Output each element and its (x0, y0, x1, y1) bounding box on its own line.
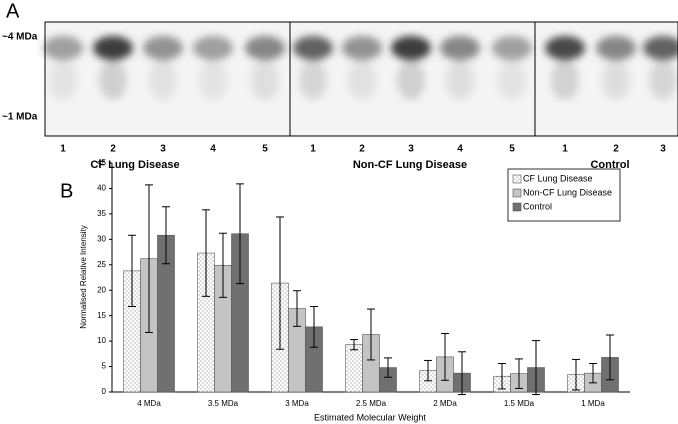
y-tick-label: 35 (97, 209, 106, 218)
y-tick-label: 0 (102, 387, 107, 396)
y-tick-label: 25 (97, 260, 106, 269)
y-tick-label: 5 (102, 362, 107, 371)
lane-label: 1 (310, 144, 316, 155)
legend-box (507, 168, 621, 222)
y-tick-label: 30 (97, 234, 106, 243)
band (193, 36, 233, 60)
lane-label: 4 (210, 144, 216, 155)
lane-label: 3 (160, 144, 166, 155)
x-axis-label: Estimated Molecular Weight (314, 412, 426, 422)
band (143, 36, 183, 60)
smear (649, 60, 677, 100)
panel-label: B (60, 180, 73, 202)
blot-bands (43, 36, 678, 100)
smear (49, 60, 77, 100)
smear (446, 60, 474, 100)
lane-label: 3 (408, 144, 414, 155)
bar (345, 344, 363, 393)
smear (551, 60, 579, 100)
smear (299, 60, 327, 100)
band (93, 36, 133, 60)
smear (251, 60, 279, 100)
band (596, 36, 636, 60)
lane-label: 5 (509, 144, 515, 155)
legend-label: CF Lung Disease (523, 173, 593, 183)
panel-label: A (6, 0, 20, 22)
smear (397, 60, 425, 100)
band (342, 36, 382, 60)
y-tick-label: 40 (97, 184, 106, 193)
group-label: Non-CF Lung Disease (353, 159, 467, 171)
lane-label: 3 (660, 144, 666, 155)
band (440, 36, 480, 60)
smear (199, 60, 227, 100)
lane-label: 2 (110, 144, 116, 155)
x-tick-label: 3.5 MDa (208, 399, 239, 408)
legend-swatch (512, 202, 522, 212)
band (545, 36, 585, 60)
band (43, 36, 83, 60)
x-tick-label: 1.5 MDa (504, 399, 535, 408)
y-tick-label: 15 (97, 311, 106, 320)
x-tick-label: 4 MDa (137, 399, 161, 408)
lane-label: 2 (613, 144, 619, 155)
band (293, 36, 333, 60)
x-tick-label: 1 MDa (581, 399, 605, 408)
y-tick-label: 20 (97, 285, 106, 294)
marker-label: ~4 MDa (2, 32, 38, 43)
lane-label: 4 (457, 144, 463, 155)
lane-label: 1 (562, 144, 568, 155)
lane-label: 5 (262, 144, 268, 155)
band (643, 36, 678, 60)
smear (149, 60, 177, 100)
y-axis-label: Normalised Relative Intensity (79, 225, 88, 329)
y-tick-label: 10 (97, 336, 106, 345)
y-tick-label: 45 (97, 158, 106, 167)
band (391, 36, 431, 60)
marker-label: ~1 MDa (2, 112, 38, 123)
smear (602, 60, 630, 100)
smear (99, 60, 127, 100)
legend-swatch (512, 188, 522, 198)
x-tick-label: 2.5 MDa (356, 399, 387, 408)
smear (498, 60, 526, 100)
smear (348, 60, 376, 100)
x-tick-label: 2 MDa (433, 399, 457, 408)
legend-swatch (512, 174, 522, 184)
lane-label: 2 (359, 144, 365, 155)
band (245, 36, 285, 60)
group-label: CF Lung Disease (90, 159, 179, 171)
legend-label: Non-CF Lung Disease (523, 187, 612, 197)
lane-label: 1 (60, 144, 66, 155)
legend-label: Control (523, 201, 552, 211)
group-label: Control (590, 159, 629, 171)
band (492, 36, 532, 60)
x-tick-label: 3 MDa (285, 399, 309, 408)
